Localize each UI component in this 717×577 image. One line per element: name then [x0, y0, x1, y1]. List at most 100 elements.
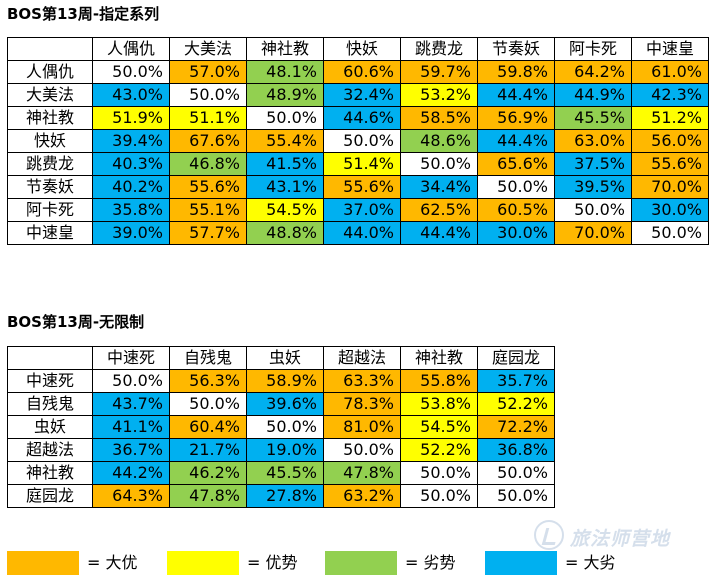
winrate-cell: 47.8% [169, 484, 247, 508]
table-row: 阿卡死 35.8% 55.1% 54.5% 37.0% 62.5% 60.5% 50.0% 30… [7, 198, 709, 222]
column-header: 中速死 [92, 346, 170, 370]
watermark: 旅法师营地 [534, 518, 714, 552]
winrate-cell: 81.0% [323, 415, 401, 439]
winrate-cell: 47.8% [323, 461, 401, 485]
corner-cell [7, 346, 93, 370]
winrate-cell: 36.7% [92, 438, 170, 462]
table-row: 中速皇 39.0% 57.7% 48.8% 44.0% 44.4% 30.0% 70.0% 50… [7, 221, 709, 245]
winrate-cell: 50.0% [323, 438, 401, 462]
winrate-cell: 55.4% [246, 129, 324, 153]
winrate-cell: 44.2% [92, 461, 170, 485]
column-header: 节奏妖 [477, 37, 555, 61]
winrate-cell: 51.2% [631, 106, 709, 130]
winrate-cell: 44.9% [554, 83, 632, 107]
winrate-cell: 44.4% [477, 83, 555, 107]
winrate-cell: 56.0% [631, 129, 709, 153]
winrate-cell: 48.1% [246, 60, 324, 84]
winrate-cell: 44.4% [400, 221, 478, 245]
winrate-cell: 50.0% [400, 461, 478, 485]
table-row: 跳费龙 40.3% 46.8% 41.5% 51.4% 50.0% 65.6% 37.5% 55… [7, 152, 709, 176]
legend-swatch-dalie [485, 551, 557, 575]
winrate-cell: 50.0% [477, 461, 555, 485]
winrate-cell: 19.0% [246, 438, 324, 462]
winrate-cell: 64.2% [554, 60, 632, 84]
winrate-cell: 37.5% [554, 152, 632, 176]
winrate-cell: 37.0% [323, 198, 401, 222]
winrate-cell: 55.8% [400, 369, 478, 393]
winrate-cell: 50.0% [400, 152, 478, 176]
winrate-cell: 60.5% [477, 198, 555, 222]
winrate-cell: 32.4% [323, 83, 401, 107]
winrate-cell: 50.0% [400, 484, 478, 508]
table-row: 快妖 39.4% 67.6% 55.4% 50.0% 48.6% 44.4% 63.0% 56.… [7, 129, 709, 153]
watermark-text: 旅法师营地 [570, 528, 671, 550]
winrate-cell: 50.0% [92, 369, 170, 393]
camp-logo-icon [534, 520, 564, 550]
table-row: 节奏妖 40.2% 55.6% 43.1% 55.6% 34.4% 50.0% 39.5% 70… [7, 175, 709, 199]
winrate-cell: 36.8% [477, 438, 555, 462]
winrate-cell: 54.5% [246, 198, 324, 222]
corner-cell [7, 37, 93, 61]
winrate-cell: 57.0% [169, 60, 247, 84]
column-header: 人偶仇 [92, 37, 170, 61]
winrate-cell: 35.8% [92, 198, 170, 222]
winrate-cell: 56.9% [477, 106, 555, 130]
row-header: 跳费龙 [7, 152, 93, 176]
row-header: 阿卡死 [7, 198, 93, 222]
row-header: 神社教 [7, 461, 93, 485]
legend-swatch-you [167, 551, 239, 575]
row-header: 庭园龙 [7, 484, 93, 508]
table-row: 神社教 51.9% 51.1% 50.0% 44.6% 58.5% 56.9% 45.5% 51… [7, 106, 709, 130]
winrate-cell: 52.2% [477, 392, 555, 416]
row-header: 自残鬼 [7, 392, 93, 416]
winrate-cell: 64.3% [92, 484, 170, 508]
column-header: 虫妖 [246, 346, 324, 370]
winrate-cell: 42.3% [631, 83, 709, 107]
winrate-cell: 53.8% [400, 392, 478, 416]
winrate-cell: 21.7% [169, 438, 247, 462]
winrate-cell: 55.6% [169, 175, 247, 199]
winrate-cell: 43.0% [92, 83, 170, 107]
winrate-cell: 27.8% [246, 484, 324, 508]
winrate-cell: 34.4% [400, 175, 478, 199]
row-header: 中速皇 [7, 221, 93, 245]
table-row: 虫妖 41.1% 60.4% 50.0% 81.0% 54.5% 72.2% [7, 415, 555, 439]
winrate-cell: 51.1% [169, 106, 247, 130]
winrate-cell: 41.1% [92, 415, 170, 439]
winrate-cell: 35.7% [477, 369, 555, 393]
winrate-cell: 50.0% [92, 60, 170, 84]
winrate-cell: 48.9% [246, 83, 324, 107]
column-header: 中速皇 [631, 37, 709, 61]
winrate-cell: 45.5% [554, 106, 632, 130]
winrate-cell: 67.6% [169, 129, 247, 153]
column-header: 超越法 [323, 346, 401, 370]
winrate-cell: 63.0% [554, 129, 632, 153]
winrate-cell: 52.2% [400, 438, 478, 462]
row-header: 节奏妖 [7, 175, 93, 199]
winrate-cell: 50.0% [246, 415, 324, 439]
winrate-cell: 50.0% [246, 106, 324, 130]
table-row: 中速死 50.0% 56.3% 58.9% 63.3% 55.8% 35.7% [7, 369, 555, 393]
row-header: 神社教 [7, 106, 93, 130]
row-header: 超越法 [7, 438, 93, 462]
winrate-cell: 72.2% [477, 415, 555, 439]
winrate-cell: 78.3% [323, 392, 401, 416]
table-row: 人偶仇 50.0% 57.0% 48.1% 60.6% 59.7% 59.8% 64.2% 61… [7, 60, 709, 84]
winrate-cell: 60.6% [323, 60, 401, 84]
row-header: 中速死 [7, 369, 93, 393]
winrate-cell: 54.5% [400, 415, 478, 439]
winrate-cell: 39.5% [554, 175, 632, 199]
winrate-cell: 61.0% [631, 60, 709, 84]
winrate-cell: 30.0% [631, 198, 709, 222]
winrate-cell: 51.9% [92, 106, 170, 130]
table-row: 庭园龙 64.3% 47.8% 27.8% 63.2% 50.0% 50.0% [7, 484, 555, 508]
table-row: 自残鬼 43.7% 50.0% 39.6% 78.3% 53.8% 52.2% [7, 392, 555, 416]
legend-label-dayou: = 大优 [87, 553, 138, 572]
winrate-cell: 40.3% [92, 152, 170, 176]
winrate-cell: 58.9% [246, 369, 324, 393]
winrate-cell: 46.8% [169, 152, 247, 176]
winrate-cell: 62.5% [400, 198, 478, 222]
column-header: 庭园龙 [477, 346, 555, 370]
winrate-cell: 44.4% [477, 129, 555, 153]
row-header: 大美法 [7, 83, 93, 107]
